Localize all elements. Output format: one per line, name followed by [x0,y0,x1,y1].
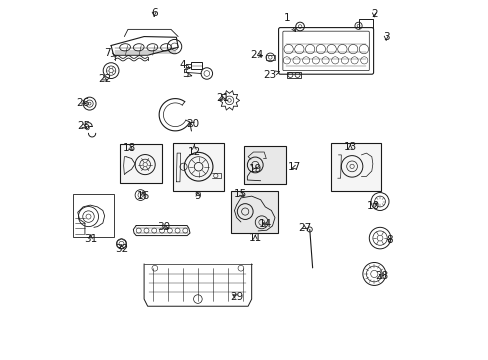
Text: 7: 7 [104,48,116,58]
Bar [286,72,301,78]
Text: 1: 1 [283,13,295,32]
Bar [265,55,274,59]
Text: 8: 8 [386,235,392,245]
Bar [330,143,381,191]
Text: 2: 2 [370,9,377,19]
Text: 21: 21 [216,93,229,103]
Text: 25: 25 [77,121,90,131]
Text: 4: 4 [179,59,189,69]
Text: 16: 16 [136,191,149,201]
Text: 18: 18 [123,143,136,153]
Text: 6: 6 [150,8,157,18]
Text: 15: 15 [233,189,246,199]
Bar [230,191,278,233]
Bar [244,145,285,184]
Text: 14: 14 [258,219,271,229]
Text: 5: 5 [182,69,191,79]
Text: 22: 22 [98,74,111,84]
Text: 26: 26 [76,98,90,108]
Bar [190,62,202,69]
Bar [120,144,162,183]
Text: 17: 17 [287,162,301,172]
Text: 12: 12 [187,145,201,157]
Text: 27: 27 [298,223,311,233]
Text: 24: 24 [250,50,263,60]
Text: 3: 3 [382,32,388,41]
Text: 30: 30 [157,222,170,232]
Text: 29: 29 [230,292,244,302]
Bar [173,143,223,191]
Bar [73,194,114,237]
Text: 23: 23 [263,70,279,80]
Text: 10: 10 [366,201,379,211]
Text: 13: 13 [343,142,356,152]
Text: 32: 32 [115,244,128,254]
Text: 28: 28 [374,271,387,281]
Text: 9: 9 [194,191,201,201]
Text: 31: 31 [83,234,97,244]
Text: 11: 11 [248,233,262,243]
Text: 20: 20 [185,119,199,129]
Text: 19: 19 [248,164,262,174]
